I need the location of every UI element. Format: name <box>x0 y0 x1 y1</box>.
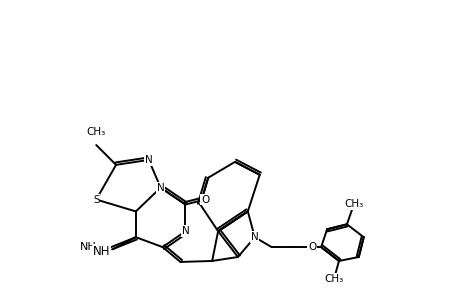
Text: N: N <box>157 183 164 193</box>
Text: N: N <box>181 226 189 236</box>
Text: NH: NH <box>79 242 96 252</box>
Text: O: O <box>201 194 209 205</box>
Text: N: N <box>145 155 152 165</box>
Text: S: S <box>93 194 99 205</box>
Text: CH₃: CH₃ <box>324 274 343 284</box>
Text: NH: NH <box>92 244 110 258</box>
Text: N: N <box>250 232 258 242</box>
Text: CH₃: CH₃ <box>86 127 106 137</box>
Text: CH₃: CH₃ <box>343 200 363 209</box>
Text: O: O <box>308 242 316 252</box>
